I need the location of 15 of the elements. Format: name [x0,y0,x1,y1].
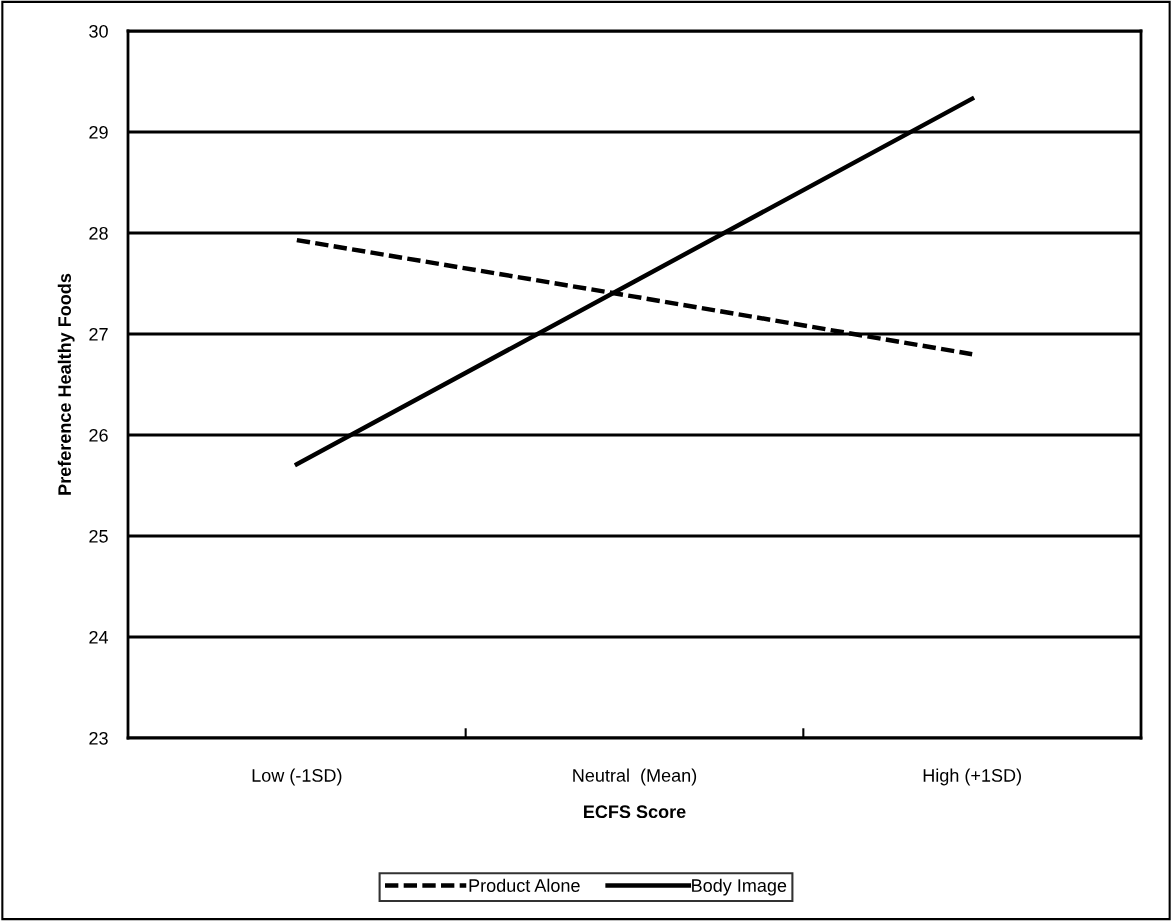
y-axis-title: Preference Healthy Foods [57,273,75,495]
y-tick-label: 25 [89,529,108,543]
y-tick-label: 27 [89,327,108,341]
y-tick-label: 29 [89,125,108,139]
legend-label: Body Image [692,878,787,896]
y-tick-label: 23 [89,731,108,745]
x-axis-title: ECFS Score [584,805,686,819]
legend-label: Product Alone [469,878,580,892]
y-tick-label: 26 [89,428,108,442]
y-tick-label: 30 [89,24,108,38]
x-tick-label: High (+1SD) [923,768,1021,786]
x-tick-label: Low (-1SD) [252,768,342,786]
y-tick-label: 24 [89,630,109,644]
x-tick-label: Neutral (Mean) [573,768,697,786]
y-tick-label: 28 [89,226,108,240]
